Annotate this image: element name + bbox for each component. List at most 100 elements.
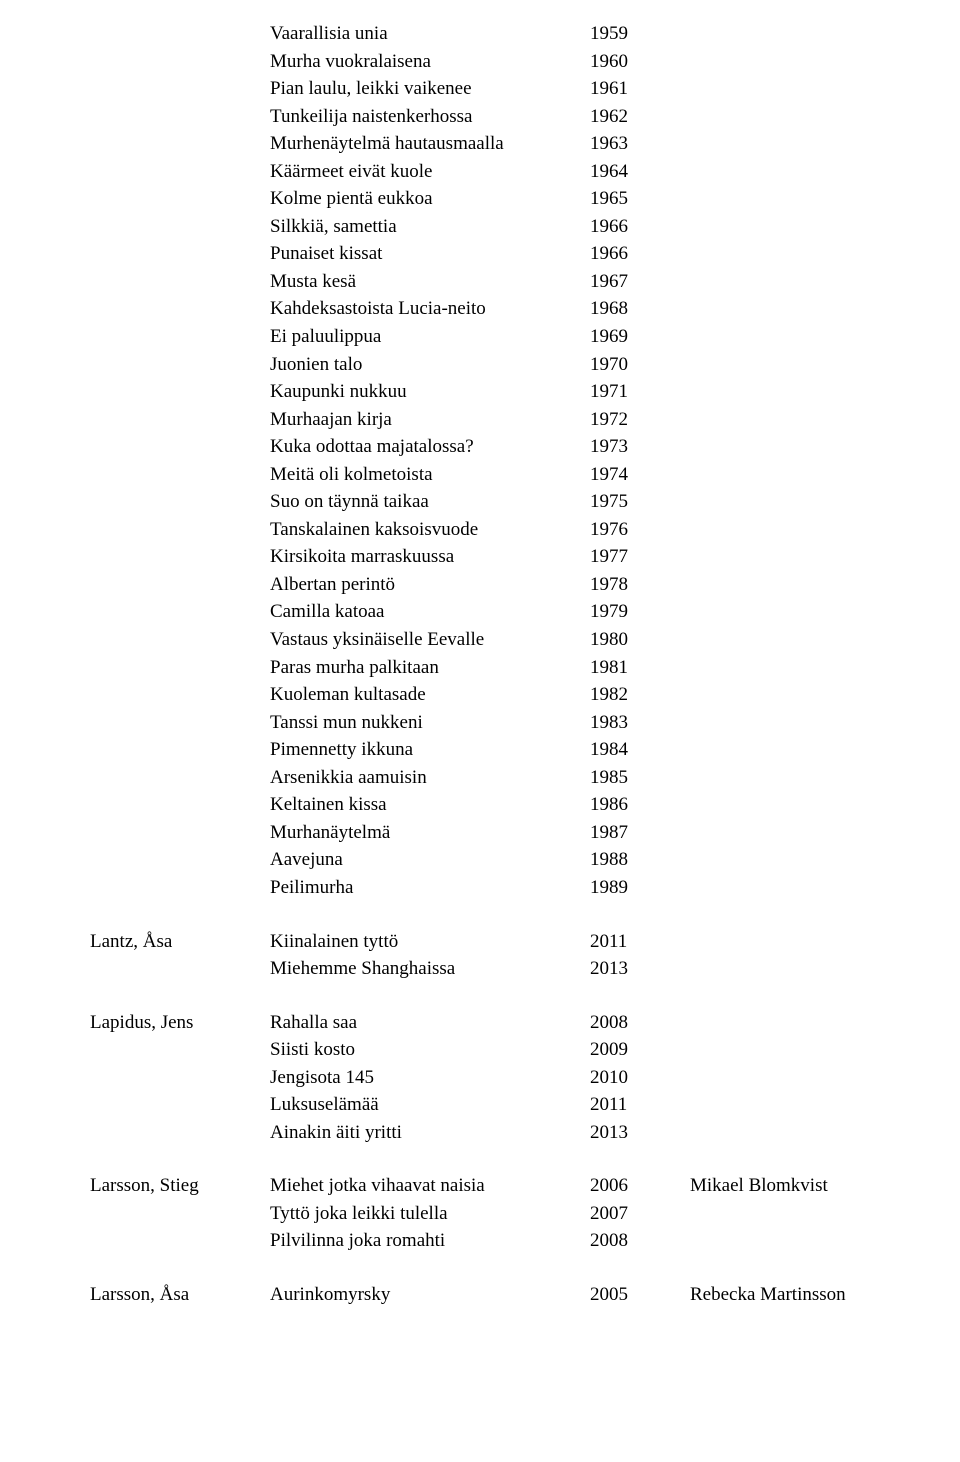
year-cell: 1980	[590, 626, 670, 654]
title-cell: Luksuselämää	[270, 1091, 590, 1119]
year-cell: 1965	[590, 185, 670, 213]
work-row: Jengisota 1452010	[90, 1064, 870, 1092]
title-cell: Tyttö joka leikki tulella	[270, 1200, 590, 1228]
title-cell: Meitä oli kolmetoista	[270, 461, 590, 489]
title-cell: Tunkeilija naistenkerhossa	[270, 103, 590, 131]
year-cell: 1989	[590, 874, 670, 902]
work-row: Luksuselämää2011	[90, 1091, 870, 1119]
year-cell: 2008	[590, 1227, 670, 1255]
work-row: Tanskalainen kaksoisvuode1976	[90, 516, 870, 544]
title-cell: Murhaajan kirja	[270, 406, 590, 434]
title-cell: Aurinkomyrsky	[270, 1281, 590, 1309]
title-cell: Kirsikoita marraskuussa	[270, 543, 590, 571]
work-row: Kuoleman kultasade1982	[90, 681, 870, 709]
work-row: Kuka odottaa majatalossa?1973	[90, 433, 870, 461]
title-cell: Miehet jotka vihaavat naisia	[270, 1172, 590, 1200]
year-cell: 1976	[590, 516, 670, 544]
title-cell: Pian laulu, leikki vaikenee	[270, 75, 590, 103]
year-cell: 1979	[590, 598, 670, 626]
work-row: Murha vuokralaisena1960	[90, 48, 870, 76]
document: Vaarallisia unia1959Murha vuokralaisena1…	[90, 20, 870, 1309]
work-row: Meitä oli kolmetoista1974	[90, 461, 870, 489]
work-row: Kolme pientä eukkoa1965	[90, 185, 870, 213]
year-cell: 1969	[590, 323, 670, 351]
work-row: Käärmeet eivät kuole1964	[90, 158, 870, 186]
work-row: Keltainen kissa1986	[90, 791, 870, 819]
title-cell: Peilimurha	[270, 874, 590, 902]
year-cell: 1966	[590, 213, 670, 241]
year-cell: 2008	[590, 1009, 670, 1037]
year-cell: 1977	[590, 543, 670, 571]
year-cell: 1988	[590, 846, 670, 874]
year-cell: 1961	[590, 75, 670, 103]
work-row: Siisti kosto2009	[90, 1036, 870, 1064]
title-cell: Murha vuokralaisena	[270, 48, 590, 76]
title-cell: Ainakin äiti yritti	[270, 1119, 590, 1147]
block-gap	[90, 1255, 870, 1281]
year-cell: 1978	[590, 571, 670, 599]
work-row: Ei paluulippua1969	[90, 323, 870, 351]
year-cell: 1972	[590, 406, 670, 434]
work-row: Larsson, ÅsaAurinkomyrsky2005Rebecka Mar…	[90, 1281, 870, 1309]
title-cell: Tanssi mun nukkeni	[270, 709, 590, 737]
title-cell: Albertan perintö	[270, 571, 590, 599]
year-cell: 1983	[590, 709, 670, 737]
title-cell: Camilla katoaa	[270, 598, 590, 626]
work-row: Suo on täynnä taikaa1975	[90, 488, 870, 516]
work-row: Murhanäytelmä1987	[90, 819, 870, 847]
year-cell: 2010	[590, 1064, 670, 1092]
year-cell: 1974	[590, 461, 670, 489]
work-row: Vastaus yksinäiselle Eevalle1980	[90, 626, 870, 654]
title-cell: Suo on täynnä taikaa	[270, 488, 590, 516]
work-row: Tyttö joka leikki tulella2007	[90, 1200, 870, 1228]
work-row: Punaiset kissat1966	[90, 240, 870, 268]
work-row: Tanssi mun nukkeni1983	[90, 709, 870, 737]
title-cell: Vastaus yksinäiselle Eevalle	[270, 626, 590, 654]
title-cell: Aavejuna	[270, 846, 590, 874]
year-cell: 2011	[590, 1091, 670, 1119]
title-cell: Siisti kosto	[270, 1036, 590, 1064]
title-cell: Vaarallisia unia	[270, 20, 590, 48]
year-cell: 1970	[590, 351, 670, 379]
title-cell: Jengisota 145	[270, 1064, 590, 1092]
work-row: Ainakin äiti yritti2013	[90, 1119, 870, 1147]
year-cell: 1966	[590, 240, 670, 268]
year-cell: 2009	[590, 1036, 670, 1064]
work-row: Camilla katoaa1979	[90, 598, 870, 626]
work-row: Larsson, StiegMiehet jotka vihaavat nais…	[90, 1172, 870, 1200]
title-cell: Kolme pientä eukkoa	[270, 185, 590, 213]
block-gap	[90, 902, 870, 928]
title-cell: Pimennetty ikkuna	[270, 736, 590, 764]
year-cell: 2006	[590, 1172, 670, 1200]
author-cell: Lantz, Åsa	[90, 928, 270, 956]
year-cell: 1967	[590, 268, 670, 296]
work-row: Miehemme Shanghaissa2013	[90, 955, 870, 983]
block-gap	[90, 1146, 870, 1172]
title-cell: Murhenäytelmä hautausmaalla	[270, 130, 590, 158]
author-cell: Larsson, Stieg	[90, 1172, 270, 1200]
year-cell: 1985	[590, 764, 670, 792]
work-row: Tunkeilija naistenkerhossa1962	[90, 103, 870, 131]
author-cell: Lapidus, Jens	[90, 1009, 270, 1037]
title-cell: Murhanäytelmä	[270, 819, 590, 847]
title-cell: Keltainen kissa	[270, 791, 590, 819]
work-row: Paras murha palkitaan1981	[90, 654, 870, 682]
title-cell: Kiinalainen tyttö	[270, 928, 590, 956]
work-row: Pimennetty ikkuna1984	[90, 736, 870, 764]
work-row: Juonien talo1970	[90, 351, 870, 379]
work-row: Kirsikoita marraskuussa1977	[90, 543, 870, 571]
title-cell: Paras murha palkitaan	[270, 654, 590, 682]
year-cell: 1986	[590, 791, 670, 819]
work-row: Pilvilinna joka romahti2008	[90, 1227, 870, 1255]
year-cell: 1959	[590, 20, 670, 48]
work-row: Albertan perintö1978	[90, 571, 870, 599]
work-row: Musta kesä1967	[90, 268, 870, 296]
year-cell: 1963	[590, 130, 670, 158]
extra-cell: Mikael Blomkvist	[670, 1172, 870, 1200]
title-cell: Pilvilinna joka romahti	[270, 1227, 590, 1255]
work-row: Lantz, ÅsaKiinalainen tyttö2011	[90, 928, 870, 956]
work-row: Peilimurha1989	[90, 874, 870, 902]
year-cell: 1973	[590, 433, 670, 461]
title-cell: Kuka odottaa majatalossa?	[270, 433, 590, 461]
year-cell: 1968	[590, 295, 670, 323]
